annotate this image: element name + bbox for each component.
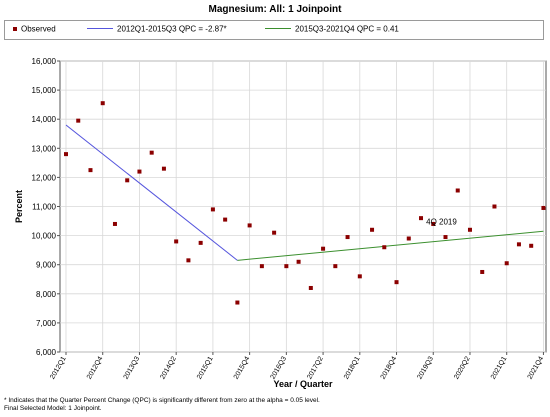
observed-point	[112, 221, 117, 226]
y-tick-label: 16,000	[32, 57, 57, 66]
y-tick-label: 14,000	[32, 115, 57, 124]
x-tick-label: 2021Q4	[527, 355, 546, 380]
observed-point	[382, 245, 387, 250]
observed-point	[333, 264, 338, 269]
x-tick-label: 2018Q4	[380, 355, 399, 380]
observed-point	[149, 150, 154, 155]
legend-item-observed: Observed	[13, 24, 56, 33]
x-tick-label: 2012Q4	[86, 355, 105, 380]
observed-marker-icon	[13, 26, 17, 31]
observed-point	[357, 274, 362, 279]
x-tick-label: 2015Q4	[233, 355, 252, 380]
observed-point	[308, 285, 313, 290]
x-tick-label: 2020Q2	[453, 355, 472, 380]
blue-line-icon	[87, 28, 113, 30]
y-axis-title: Percent	[14, 190, 24, 223]
observed-point	[419, 216, 424, 221]
legend-item-segment-1: 2012Q1-2015Q3 QPC = -2.87*	[87, 24, 227, 33]
observed-point	[247, 223, 252, 228]
observed-point	[210, 207, 215, 212]
y-tick-label: 6,000	[36, 348, 57, 357]
footnote-line-2: Final Selected Model: 1 Joinpoint.	[4, 405, 102, 412]
y-tick-label: 9,000	[36, 261, 57, 270]
legend-label-segment-1: 2012Q1-2015Q3 QPC = -2.87*	[117, 24, 227, 34]
y-tick-label: 12,000	[32, 173, 57, 182]
observed-point	[394, 280, 399, 285]
observed-point	[100, 101, 105, 106]
trend-line-segment-2	[237, 230, 544, 261]
observed-point	[516, 242, 521, 247]
observed-point	[529, 243, 534, 248]
trend-line-segment-1	[65, 124, 238, 261]
legend-item-segment-2: 2015Q3-2021Q4 QPC = 0.41	[265, 24, 399, 33]
x-axis-title: Year / Quarter	[273, 379, 333, 389]
observed-point	[431, 221, 436, 226]
observed-point	[272, 230, 277, 235]
observed-point	[174, 239, 179, 244]
observed-point	[296, 259, 301, 264]
y-tick-label: 11,000	[32, 203, 56, 212]
observed-point	[443, 235, 448, 240]
x-tick-label: 2017Q2	[306, 355, 325, 380]
observed-point	[406, 236, 411, 241]
observed-point	[504, 261, 509, 266]
x-tick-label: 2018Q1	[343, 355, 362, 380]
y-tick-label: 8,000	[36, 290, 57, 299]
observed-point	[370, 227, 375, 232]
observed-point	[455, 188, 460, 193]
legend-label-observed: Observed	[21, 24, 56, 34]
observed-point	[125, 178, 130, 183]
x-tick-label: 2015Q1	[196, 355, 215, 380]
observed-point	[223, 217, 228, 222]
joinpoint-annotation: 4Q 2019	[426, 217, 457, 226]
y-tick-label: 7,000	[36, 319, 57, 328]
x-tick-label: 2021Q1	[490, 355, 509, 380]
observed-point	[76, 118, 81, 123]
observed-point	[480, 269, 485, 274]
x-tick-label: 2013Q3	[123, 355, 142, 380]
observed-point	[186, 258, 191, 263]
x-tick-label: 2019Q3	[416, 355, 435, 380]
legend-label-segment-2: 2015Q3-2021Q4 QPC = 0.41	[295, 24, 399, 34]
observed-point	[161, 166, 166, 171]
observed-point	[467, 227, 472, 232]
x-tick-label: 2014Q2	[159, 355, 178, 380]
observed-point	[259, 264, 264, 269]
observed-point	[345, 235, 350, 240]
y-tick-label: 13,000	[32, 144, 57, 153]
observed-point	[64, 152, 68, 157]
observed-point	[198, 240, 203, 245]
y-tick-label: 10,000	[32, 232, 57, 241]
observed-point	[492, 204, 497, 209]
observed-point	[88, 168, 93, 173]
observed-point	[321, 246, 326, 251]
y-tick-label: 15,000	[32, 86, 57, 95]
observed-point	[541, 205, 546, 210]
observed-point	[137, 169, 142, 174]
x-tick-label: 2012Q1	[49, 355, 68, 380]
observed-point	[235, 300, 240, 305]
footnote: * Indicates that the Quarter Percent Cha…	[4, 397, 320, 413]
chart-legend: Observed 2012Q1-2015Q3 QPC = -2.87* 2015…	[4, 20, 544, 40]
x-tick-label: 2016Q3	[270, 355, 289, 380]
observed-point	[284, 264, 289, 269]
chart-title: Magnesium: All: 1 Joinpoint	[208, 4, 342, 15]
green-line-icon	[265, 28, 291, 30]
footnote-line-1: * Indicates that the Quarter Percent Cha…	[4, 397, 320, 404]
